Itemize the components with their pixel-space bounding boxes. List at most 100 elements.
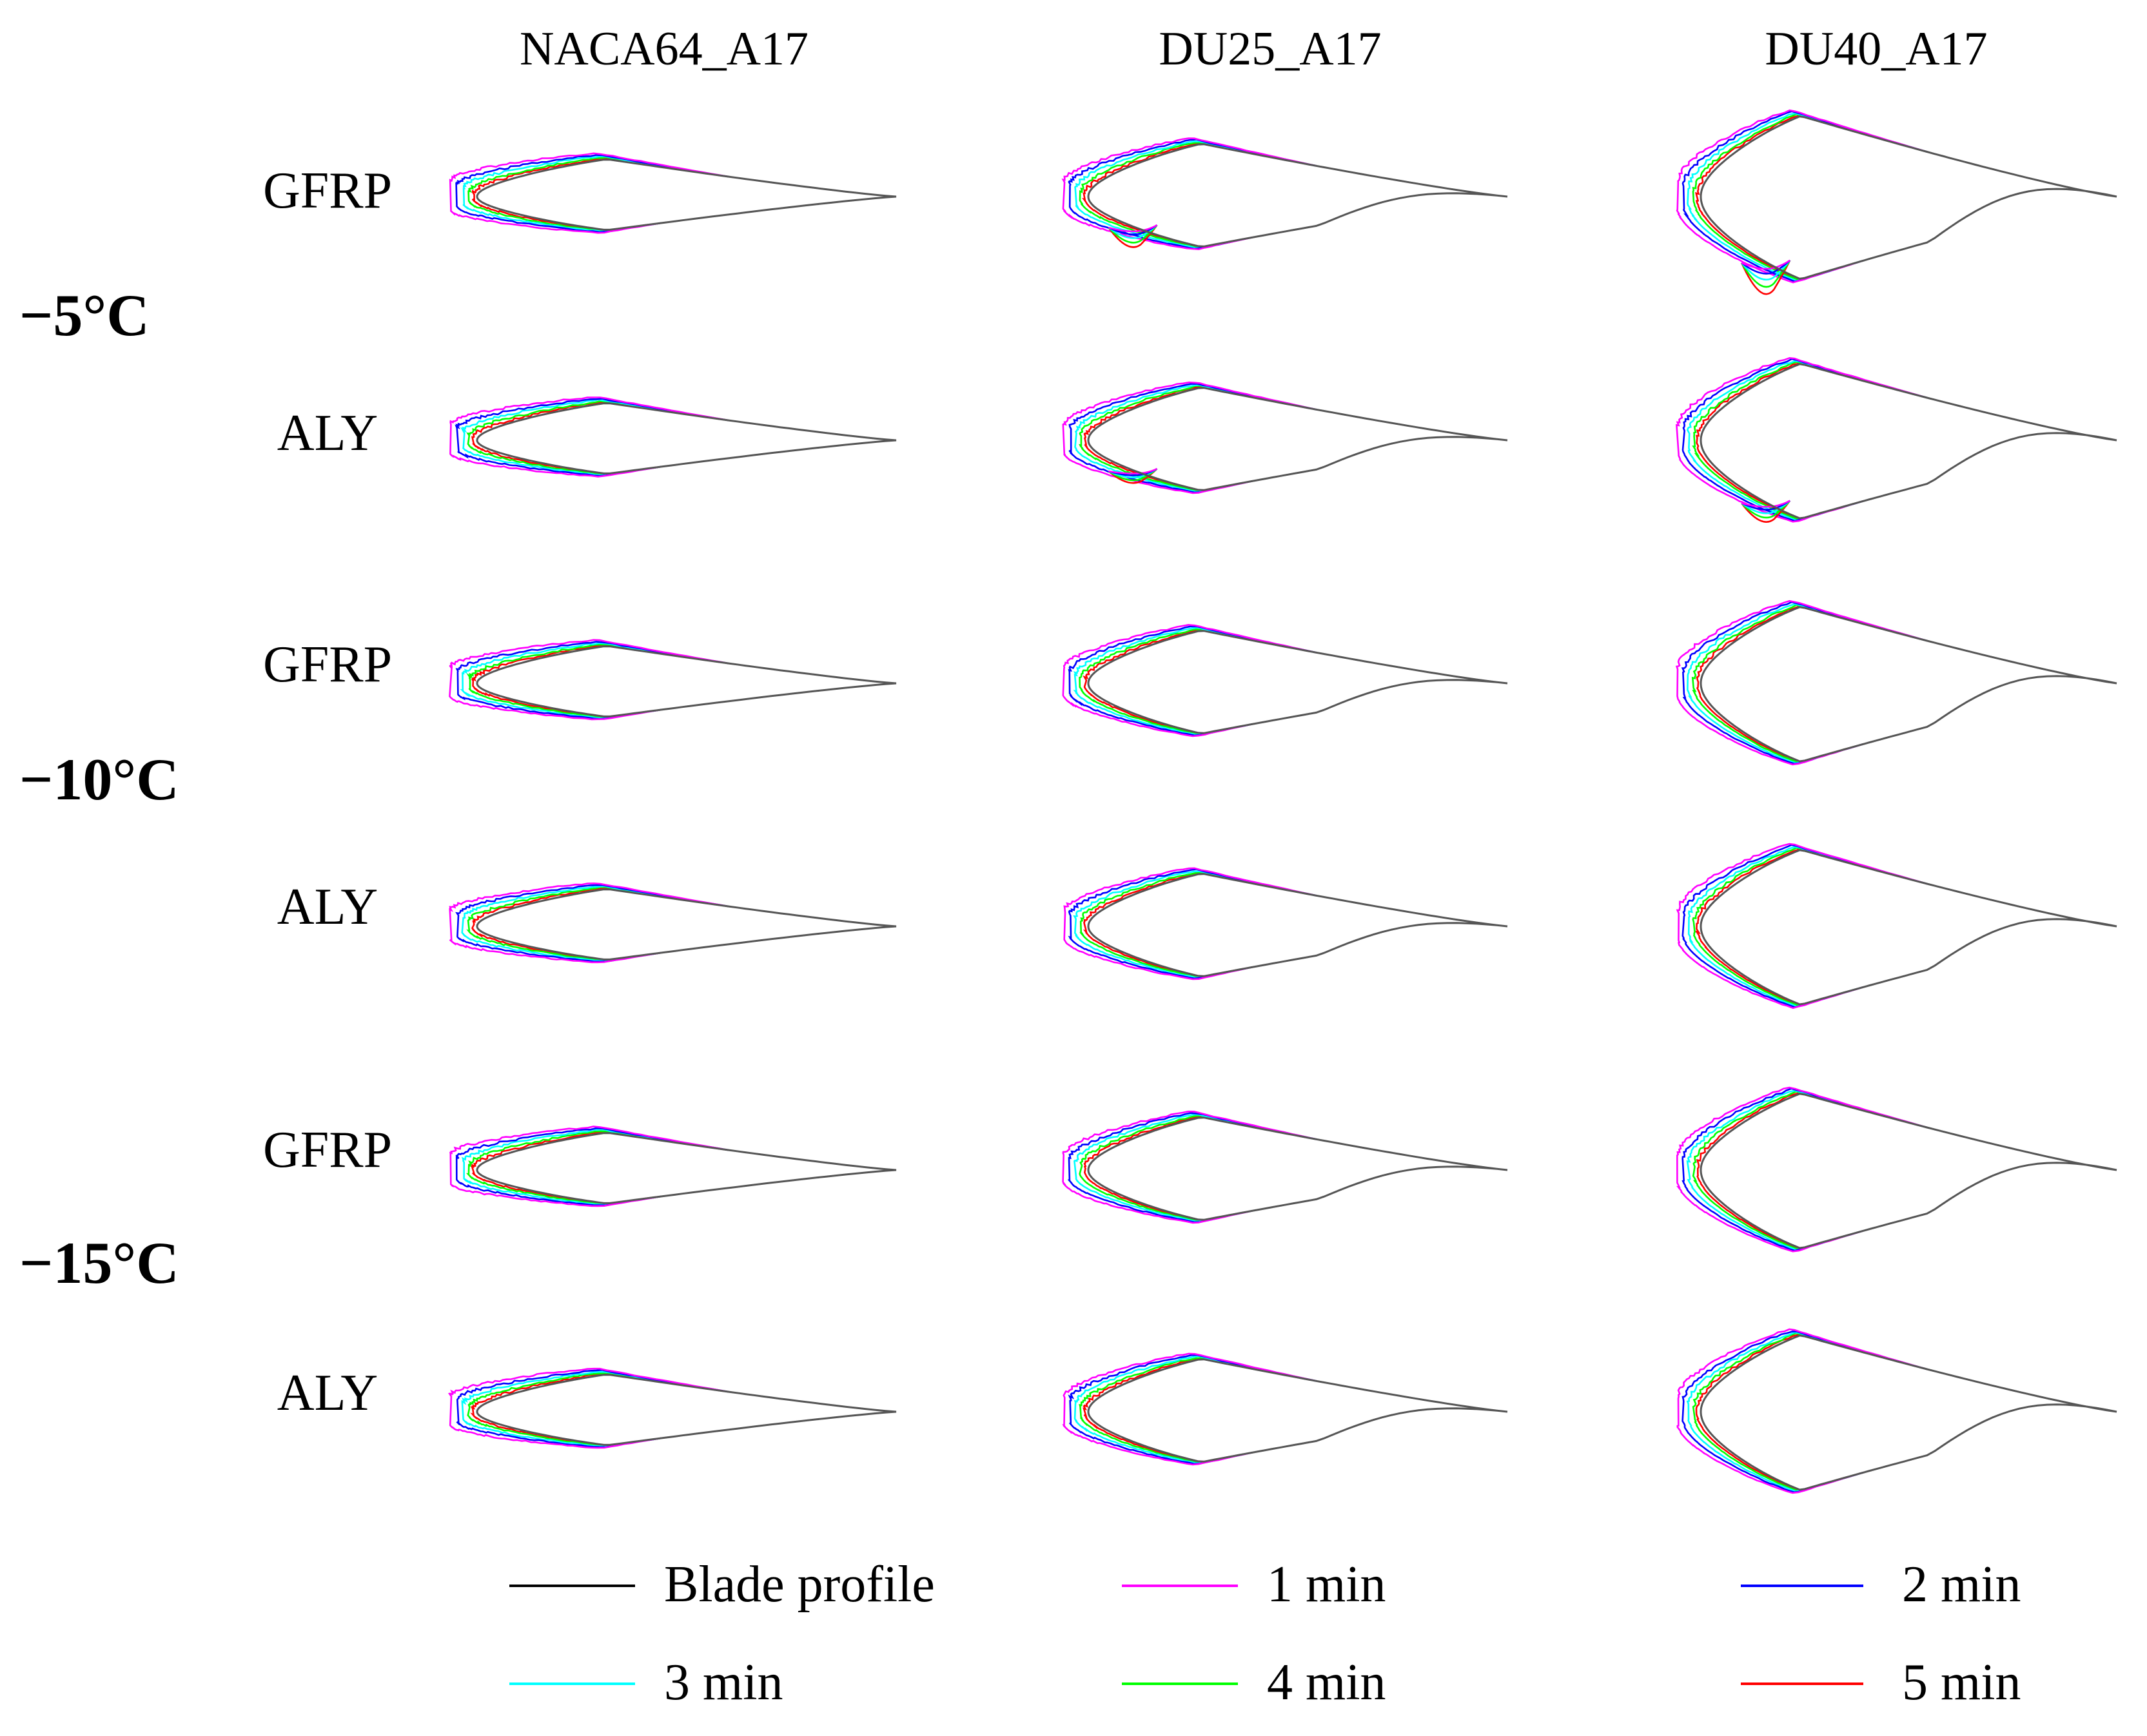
blade-profile xyxy=(476,402,897,474)
ice-2-min-contour xyxy=(1067,1112,1317,1224)
ice-1-min-horn xyxy=(1108,224,1158,233)
airfoil-grid xyxy=(447,109,2117,1494)
column-header-du25: DU25_A17 xyxy=(1159,23,1381,75)
airfoil-r5-c1 xyxy=(449,1126,897,1207)
blade-profile xyxy=(1087,630,1508,734)
legend-label-4-min: 4 min xyxy=(1267,1654,1386,1711)
ice-4-min-contour xyxy=(1079,1115,1317,1222)
ice-2-min-contour xyxy=(455,641,729,720)
ice-1-min-contour xyxy=(1676,843,1928,1009)
ice-2-min-contour xyxy=(1068,383,1317,494)
ice-2-min-contour xyxy=(1681,844,1928,1008)
ice-5-min-contour xyxy=(1083,1116,1317,1222)
blade-profile xyxy=(1700,1334,2117,1491)
ice-1-min-contour xyxy=(449,152,729,234)
airfoil-r3-c2 xyxy=(1062,623,1508,737)
blade-profile xyxy=(1700,606,2117,763)
airfoil-r4-c2 xyxy=(1063,867,1508,980)
ice-3-min-contour xyxy=(461,1370,729,1448)
ice-4-min-contour xyxy=(466,1130,729,1205)
ice-1-min-contour xyxy=(1676,109,1928,284)
ice-2-min-contour xyxy=(1681,110,1928,283)
ice-4-min-contour xyxy=(466,400,729,476)
ice-1-min-contour xyxy=(1062,623,1317,737)
material-label-aly-minus5: ALY xyxy=(277,405,378,462)
material-label-aly-minus10: ALY xyxy=(277,879,378,935)
blade-profile xyxy=(476,159,897,231)
ice-5-min-contour xyxy=(471,887,729,961)
ice-1-min-contour xyxy=(1676,1328,1928,1494)
ice-2-min-contour xyxy=(455,884,729,963)
legend-label-3-min: 3 min xyxy=(664,1654,783,1711)
blade-profile xyxy=(1700,849,2117,1006)
blade-profile xyxy=(1700,363,2117,520)
ice-1-min-contour xyxy=(1063,867,1317,980)
ice-1-min-contour xyxy=(1676,1086,1928,1253)
legend-label-2-min: 2 min xyxy=(1902,1556,2021,1613)
blade-profile xyxy=(476,1374,897,1446)
airfoil-r6-c1 xyxy=(447,1367,897,1449)
ice-5-min-contour xyxy=(470,1372,729,1447)
ice-2-min-contour xyxy=(1068,625,1317,737)
ice-1-min-contour xyxy=(449,639,729,721)
ice-5-min-contour xyxy=(1694,848,1928,1006)
ice-5-min-contour xyxy=(471,1131,729,1205)
ice-5-min-contour xyxy=(1083,386,1317,492)
ice-3-min-contour xyxy=(1073,870,1317,979)
ice-5-min-contour xyxy=(1695,362,1928,520)
ice-3-min-contour xyxy=(1074,1113,1317,1223)
ice-2-min-contour xyxy=(1681,358,1928,522)
blade-profile xyxy=(476,888,897,961)
ice-1-min-contour xyxy=(447,1367,729,1449)
ice-2-min-contour xyxy=(1068,1354,1317,1465)
airfoil-r6-c3 xyxy=(1676,1328,2117,1494)
ice-5-min-contour xyxy=(471,158,729,231)
ice-2-min-contour xyxy=(456,1369,729,1448)
material-label-aly-minus15: ALY xyxy=(277,1365,378,1421)
ice-3-min-contour xyxy=(461,885,729,962)
ice-2-min-contour xyxy=(1681,1331,1928,1494)
ice-1-min-horn xyxy=(1741,259,1790,270)
ice-1-min-contour xyxy=(1675,356,1928,523)
ice-4-min-contour xyxy=(1079,141,1317,249)
ice-4-min-contour xyxy=(467,1372,729,1447)
airfoil-r2-c3 xyxy=(1675,356,2117,523)
temperature-label-minus10: −10°C xyxy=(19,746,179,812)
blade-profile xyxy=(1087,1117,1508,1221)
ice-1-min-contour xyxy=(449,1126,729,1207)
ice-4-min-contour xyxy=(466,886,729,961)
ice-1-min-contour xyxy=(1062,1352,1317,1466)
blade-profile xyxy=(1700,1093,2117,1249)
ice-2-min-contour xyxy=(1681,601,1928,765)
airfoil-r6-c2 xyxy=(1062,1352,1508,1466)
ice-1-min-contour xyxy=(1062,381,1317,494)
ice-4-min-contour xyxy=(1079,1357,1317,1464)
ice-3-min-contour xyxy=(1074,384,1317,493)
ice-2-min-contour xyxy=(455,398,729,477)
ice-3-min-contour xyxy=(1073,627,1317,736)
ice-3-min-contour xyxy=(460,642,729,719)
ice-1-min-contour xyxy=(1062,1110,1317,1224)
ice-2-min-contour xyxy=(1068,868,1317,980)
blade-profile xyxy=(1700,115,2117,280)
material-label-gfrp-minus10: GFRP xyxy=(263,636,392,693)
airfoil-r2-c1 xyxy=(449,396,897,478)
airfoil-r4-c3 xyxy=(1676,843,2117,1009)
blade-profile xyxy=(1087,1358,1508,1463)
ice-3-min-contour xyxy=(461,1128,729,1205)
blade-profile xyxy=(1087,387,1508,491)
temperature-label-minus5: −5°C xyxy=(19,282,150,348)
temperature-label-minus15: −15°C xyxy=(19,1230,179,1296)
ice-1-min-contour xyxy=(449,882,729,964)
ice-3-min-contour xyxy=(1074,140,1317,249)
ice-3-min-contour xyxy=(1074,1355,1317,1465)
ice-2-min-contour xyxy=(1681,1087,1928,1252)
ice-5-min-contour xyxy=(1696,1092,1928,1250)
ice-3-min-horn xyxy=(1741,259,1791,281)
airfoil-r4-c1 xyxy=(449,882,897,964)
airfoil-r3-c1 xyxy=(449,639,897,721)
blade-profile xyxy=(476,645,897,717)
airfoil-r5-c2 xyxy=(1062,1110,1508,1224)
